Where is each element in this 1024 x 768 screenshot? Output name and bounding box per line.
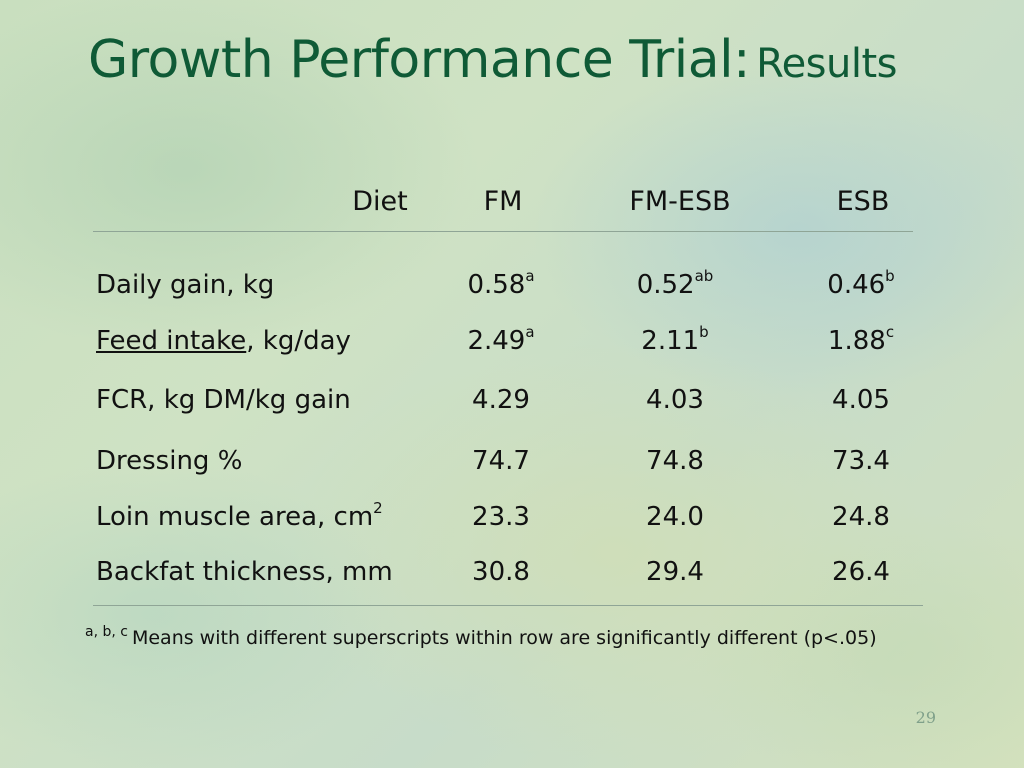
row-label: Backfat thickness, mm: [96, 557, 393, 587]
table-row: FCR, kg DM/kg gain 4.29 4.03 4.05: [0, 385, 1024, 425]
table-row: Daily gain, kg 0.58a 0.52ab 0.46b: [0, 267, 1024, 310]
table-row: Loin muscle area, cm2 23.3 24.0 24.8: [0, 499, 1024, 542]
table-cell: 74.8: [646, 446, 704, 476]
table-cell: 4.05: [832, 385, 890, 415]
footnote-text: Means with different superscripts within…: [131, 627, 877, 649]
table-cell: 2.11b: [641, 323, 709, 357]
row-label: Feed intake, kg/day: [96, 326, 351, 356]
table-cell: 0.58a: [467, 267, 535, 301]
table-cell: 73.4: [832, 446, 890, 476]
table-cell: 74.7: [472, 446, 530, 476]
table-cell: 0.52ab: [636, 267, 714, 301]
table-row: Feed intake, kg/day 2.49a 2.11b 1.88c: [0, 323, 1024, 366]
row-label: Daily gain, kg: [96, 270, 275, 300]
page-number: 29: [915, 708, 936, 727]
table-row: Dressing % 74.7 74.8 73.4: [0, 446, 1024, 486]
header-diet: Diet: [352, 186, 408, 217]
header-esb: ESB: [836, 186, 890, 217]
header-fm: FM: [483, 186, 523, 217]
table-cell: 26.4: [832, 557, 890, 587]
title-main: Growth Performance Trial:: [88, 30, 751, 90]
table-cell: 4.03: [646, 385, 704, 415]
title-sub: Results: [756, 41, 898, 87]
slide-title: Growth Performance Trial: Results: [88, 30, 898, 90]
table-cell: 0.46b: [827, 267, 895, 301]
header-fm-esb: FM-ESB: [629, 186, 731, 217]
table-cell: 30.8: [472, 557, 530, 587]
header-divider: [93, 231, 913, 232]
table-row: Backfat thickness, mm 30.8 29.4 26.4: [0, 557, 1024, 597]
row-label: Dressing %: [96, 446, 243, 476]
table-cell: 29.4: [646, 557, 704, 587]
footnote: a, b, c Means with different superscripts…: [85, 624, 877, 649]
table-cell: 4.29: [472, 385, 530, 415]
table-cell: 23.3: [472, 502, 530, 532]
footnote-marks: a, b, c: [85, 624, 128, 640]
table-bottom-divider: [93, 605, 923, 606]
table-cell: 24.0: [646, 502, 704, 532]
row-label-underlined: Feed intake: [96, 326, 247, 356]
table-cell: 1.88c: [827, 323, 895, 357]
row-label: Loin muscle area, cm2: [96, 499, 383, 533]
row-label: FCR, kg DM/kg gain: [96, 385, 351, 415]
table-cell: 2.49a: [467, 323, 535, 357]
table-cell: 24.8: [832, 502, 890, 532]
